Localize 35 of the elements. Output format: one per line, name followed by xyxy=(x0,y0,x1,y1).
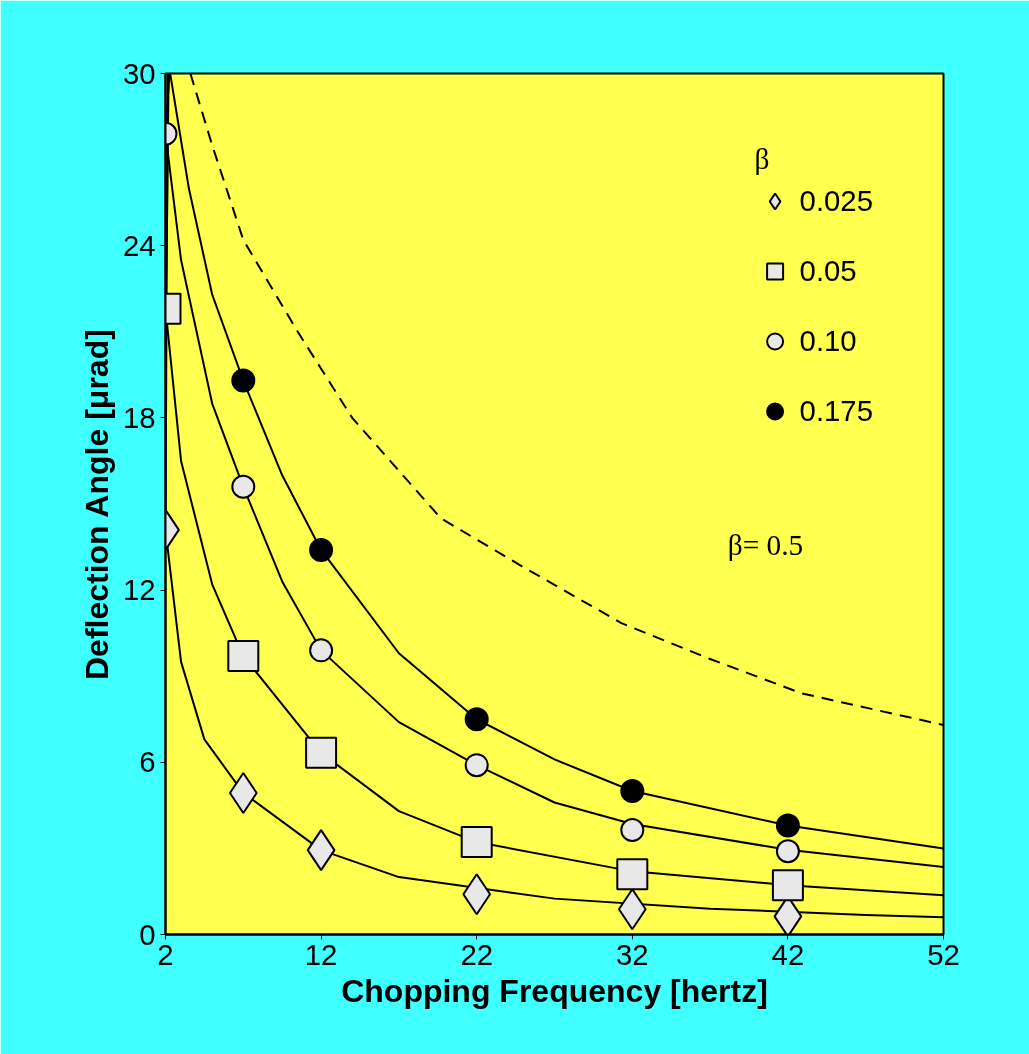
point xyxy=(309,638,334,663)
x-tick-label: 12 xyxy=(304,937,338,971)
y-tick-label: 6 xyxy=(139,745,156,779)
legend-label: 0.175 xyxy=(799,394,873,428)
legend-title: β xyxy=(754,143,771,176)
x-tick-label: 52 xyxy=(927,937,960,971)
point xyxy=(620,818,645,843)
annotation: β= 0.5 xyxy=(727,528,804,561)
point xyxy=(775,813,800,838)
point xyxy=(616,858,649,891)
point xyxy=(464,753,489,778)
y-tick-label: 24 xyxy=(122,228,156,262)
x-tick-label: 2 xyxy=(157,937,174,971)
point xyxy=(227,640,260,673)
legend-label: 0.10 xyxy=(799,324,857,358)
y-tick-label: 12 xyxy=(122,573,156,607)
y-tick-label: 30 xyxy=(122,56,156,90)
legend-label: 0.05 xyxy=(799,254,857,288)
point xyxy=(231,474,256,499)
point xyxy=(620,779,645,803)
x-tick-label: 42 xyxy=(771,937,805,971)
y-tick-label: 18 xyxy=(122,400,156,434)
x-axis-title: Chopping Frequency [hertz] xyxy=(341,972,768,1009)
legend-label: 0.025 xyxy=(799,184,873,218)
x-tick-label: 22 xyxy=(460,937,494,971)
point xyxy=(464,707,489,732)
point xyxy=(771,869,804,902)
point xyxy=(775,839,800,864)
point xyxy=(231,368,256,393)
y-axis-title: Deflection Angle [μrad] xyxy=(78,329,115,681)
point xyxy=(309,537,334,562)
y-tick-label: 0 xyxy=(139,917,156,951)
point xyxy=(460,826,493,859)
point xyxy=(305,736,338,769)
x-tick-label: 32 xyxy=(615,937,649,971)
